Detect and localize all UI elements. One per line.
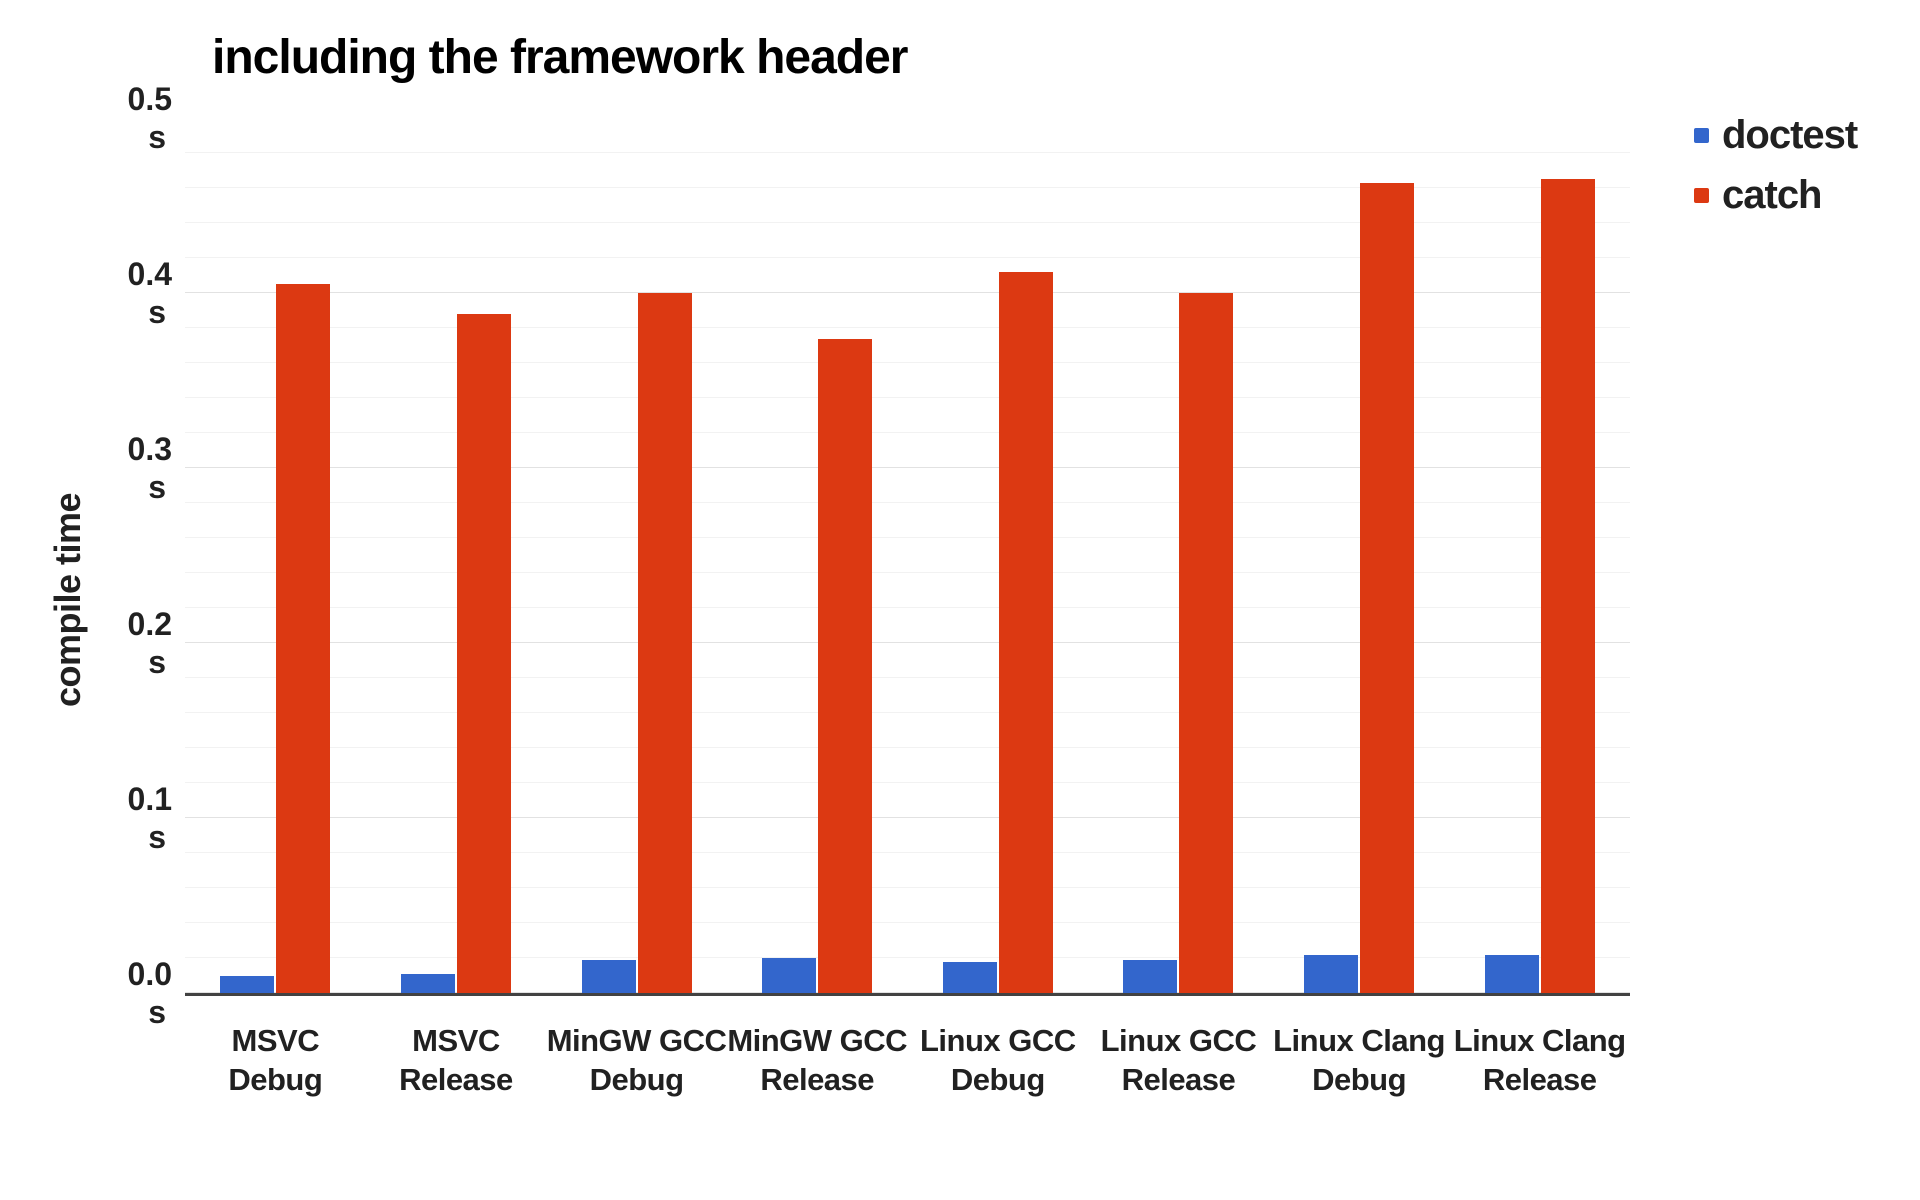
doctest-bar	[220, 975, 275, 993]
y-tick: 0.4 s	[0, 255, 172, 331]
x-axis-label-line1: MSVC	[231, 1023, 320, 1058]
doctest-swatch-icon	[1694, 127, 1709, 143]
legend: doctest catch	[1694, 112, 1858, 218]
x-axis-label: Linux Clang Debug	[1257, 1021, 1462, 1099]
y-tick-unit: s	[148, 469, 166, 505]
y-axis: 0.5 s 0.4 s 0.3 s 0.2 s 0.1 s 0.0 s	[0, 81, 172, 1030]
catch-bar	[637, 293, 692, 993]
x-axis-label-line1: MinGW GCC	[727, 1023, 908, 1058]
x-axis-label-line2: Release	[760, 1062, 875, 1097]
bar-group: MSVC Release	[366, 118, 547, 1097]
legend-item-doctest: doctest	[1694, 112, 1858, 158]
catch-bar	[276, 284, 331, 993]
y-tick-unit: s	[148, 819, 166, 855]
y-tick-unit: s	[148, 994, 166, 1030]
y-tick: 0.1 s	[0, 780, 172, 856]
x-axis-label: Linux GCC Release	[1076, 1021, 1281, 1099]
y-tick-unit: s	[148, 119, 166, 155]
doctest-bar	[581, 959, 636, 993]
doctest-bar	[1304, 954, 1359, 993]
bar-pair	[366, 118, 547, 993]
bar-group: Linux Clang Release	[1449, 118, 1630, 1097]
legend-item-catch: catch	[1694, 172, 1857, 218]
x-axis-label-line1: MSVC	[412, 1023, 500, 1058]
catch-bar	[456, 314, 511, 993]
x-axis-label: MinGW GCC Debug	[534, 1021, 739, 1099]
y-tick-unit: s	[148, 294, 166, 330]
x-axis-label-line2: Debug	[950, 1062, 1045, 1097]
y-tick: 0.2 s	[0, 605, 172, 681]
x-axis-label-line2: Debug	[228, 1062, 323, 1097]
y-tick: 0.3 s	[0, 430, 172, 506]
bar-pair	[727, 118, 908, 993]
bar-pair	[1449, 118, 1630, 993]
x-axis-label: Linux GCC Debug	[896, 1021, 1101, 1099]
legend-label: catch	[1722, 173, 1822, 217]
y-tick-value: 0.1	[127, 781, 172, 817]
plot-area: MSVC Debug MSVC Release MinGW GCC Debug …	[185, 118, 1630, 1097]
x-axis-label: MSVC Release	[354, 1021, 559, 1099]
catch-bar	[1179, 293, 1234, 993]
catch-bar	[998, 272, 1053, 993]
x-axis-label: MinGW GCC Release	[715, 1021, 920, 1099]
doctest-bar	[400, 973, 455, 993]
y-tick-unit: s	[148, 644, 166, 680]
bar-group: Linux GCC Debug	[908, 118, 1089, 1097]
doctest-bar	[942, 961, 997, 993]
chart-title: including the framework header	[212, 31, 908, 84]
bar-group: MinGW GCC Release	[727, 118, 908, 1097]
x-axis-label-line2: Debug	[589, 1062, 684, 1097]
bar-pair	[908, 118, 1089, 993]
catch-bar	[1360, 182, 1415, 993]
bar-group: Linux Clang Debug	[1269, 118, 1450, 1097]
bar-pair	[185, 118, 366, 993]
bar-pair	[1088, 118, 1269, 993]
y-tick-value: 0.2	[127, 606, 172, 642]
x-axis-label-line1: MinGW GCC	[546, 1023, 727, 1058]
doctest-bar	[1123, 959, 1178, 993]
y-tick: 0.0 s	[0, 955, 172, 1031]
doctest-bar	[1484, 954, 1539, 993]
x-axis-label-line1: Linux Clang	[1453, 1023, 1626, 1058]
x-axis-label-line2: Release	[1482, 1062, 1597, 1097]
bar-group: Linux GCC Release	[1088, 118, 1269, 1097]
bar-group: MinGW GCC Debug	[546, 118, 727, 1097]
x-axis-label-line1: Linux Clang	[1273, 1023, 1445, 1058]
catch-swatch-icon	[1694, 187, 1709, 203]
x-axis-label-line2: Release	[399, 1062, 513, 1097]
x-axis-label: MSVC Debug	[173, 1021, 378, 1099]
catch-bar	[818, 338, 873, 993]
catch-bar	[1540, 179, 1595, 993]
bar-groups: MSVC Debug MSVC Release MinGW GCC Debug …	[185, 118, 1630, 1097]
y-tick: 0.5 s	[0, 80, 172, 156]
y-tick-value: 0.0	[127, 956, 172, 992]
bar-pair	[1269, 118, 1450, 993]
doctest-bar	[762, 958, 817, 993]
y-tick-value: 0.4	[127, 256, 172, 292]
bar-pair	[546, 118, 727, 993]
bar-group: MSVC Debug	[185, 118, 366, 1097]
x-axis-label-line2: Debug	[1312, 1062, 1407, 1097]
y-tick-value: 0.3	[127, 431, 172, 467]
x-axis-label-line2: Release	[1121, 1062, 1236, 1097]
x-axis-label-line1: Linux GCC	[919, 1023, 1076, 1058]
x-axis-label: Linux Clang Release	[1437, 1021, 1642, 1099]
x-axis-label-line1: Linux GCC	[1100, 1023, 1257, 1058]
legend-label: doctest	[1722, 113, 1858, 157]
y-tick-value: 0.5	[127, 81, 172, 117]
